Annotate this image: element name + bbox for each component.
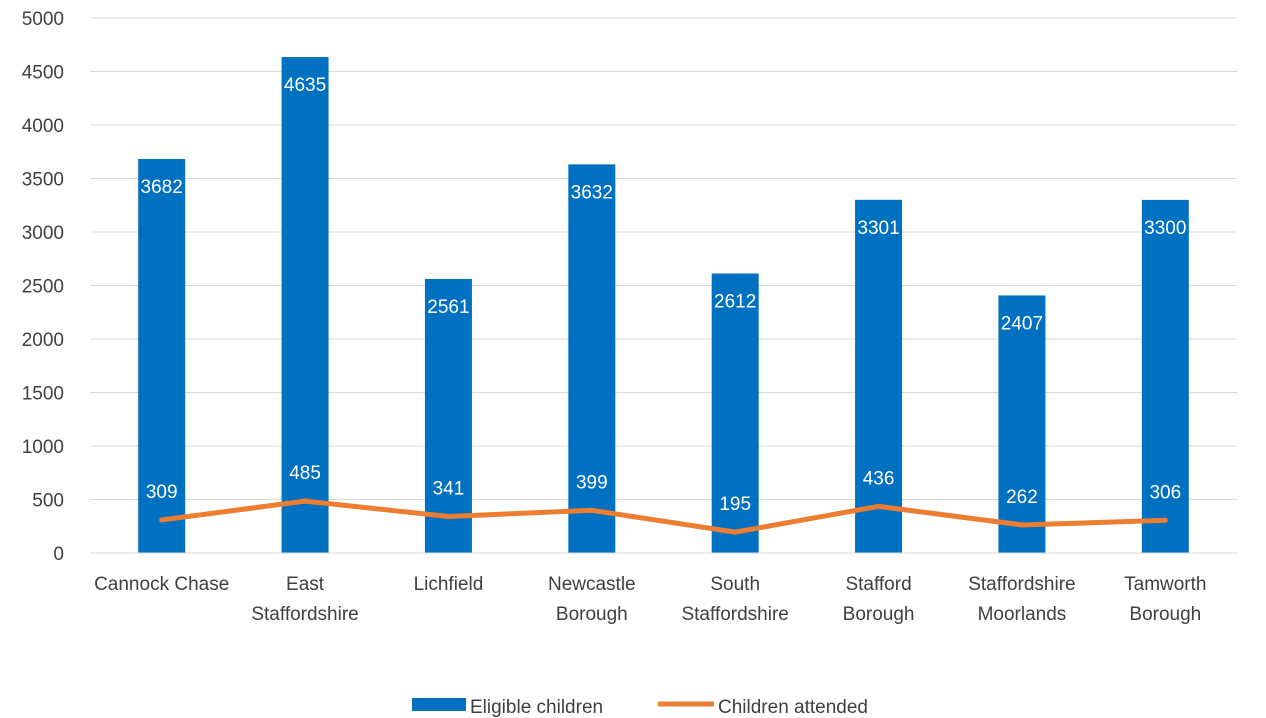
y-tick-label: 1000 — [22, 437, 64, 458]
bar-value-label: 3632 — [571, 182, 613, 203]
legend: Eligible children Children attended — [412, 697, 868, 718]
x-tick-label: Borough — [556, 604, 628, 625]
line-value-label: 195 — [719, 494, 751, 515]
line-value-label: 309 — [146, 482, 178, 503]
y-tick-label: 5000 — [22, 9, 64, 30]
legend-swatch-eligible — [412, 698, 466, 711]
line-value-label: 436 — [863, 468, 895, 489]
x-tick-label: South — [710, 574, 760, 595]
line-series — [159, 498, 1168, 535]
bar-eligible — [998, 295, 1046, 553]
y-tick-label: 4500 — [22, 63, 64, 84]
line-attended — [159, 498, 1168, 535]
bar-value-label: 3301 — [857, 218, 899, 239]
bar-value-label: 3682 — [141, 177, 183, 198]
legend-label-eligible: Eligible children — [470, 697, 603, 718]
bar-value-label: 3300 — [1144, 218, 1186, 239]
x-tick-label: East — [286, 574, 325, 595]
bar-eligible — [138, 159, 186, 553]
x-tick-label: Tamworth — [1124, 574, 1206, 595]
x-tick-label: Staffordshire — [251, 604, 358, 625]
bar-eligible — [855, 199, 903, 553]
bar-value-label: 4635 — [284, 75, 326, 96]
y-tick-label: 500 — [32, 491, 64, 512]
x-tick-label: Staffordshire — [681, 604, 788, 625]
x-axis: Cannock Chase East Staffordshire Lichfield N… — [90, 552, 1237, 625]
x-tick-label: Lichfield — [414, 574, 484, 595]
data-labels: 3682 4635 2561 3632 2612 3301 2407 3300 309 485 34… — [141, 75, 1187, 515]
line-value-label: 306 — [1149, 482, 1181, 503]
bar-value-label: 2561 — [427, 297, 469, 318]
y-tick-label: 1500 — [22, 384, 64, 405]
y-tick-label: 3500 — [22, 170, 64, 191]
gridlines — [90, 17, 1237, 554]
y-tick-label: 3000 — [22, 223, 64, 244]
x-tick-label: Cannock Chase — [94, 574, 229, 595]
y-tick-label: 0 — [53, 544, 64, 565]
bar-eligible — [1141, 199, 1189, 553]
x-tick-label: Borough — [843, 604, 915, 625]
line-value-label: 485 — [289, 463, 321, 484]
x-tick-label: Newcastle — [548, 574, 636, 595]
y-tick-label: 4000 — [22, 116, 64, 137]
bar-eligible — [568, 164, 616, 553]
line-value-label: 262 — [1006, 487, 1038, 508]
bar-eligible — [281, 57, 329, 554]
y-axis: 0 500 1000 1500 2000 2500 3000 3500 4000 4500 5000 — [22, 9, 64, 565]
x-tick-label: Staffordshire — [968, 574, 1075, 595]
line-value-label: 399 — [576, 472, 608, 493]
line-value-label: 341 — [433, 479, 465, 500]
y-tick-label: 2500 — [22, 277, 64, 298]
bar-value-label: 2407 — [1001, 313, 1043, 334]
legend-label-attended: Children attended — [718, 697, 868, 718]
y-tick-label: 2000 — [22, 330, 64, 351]
x-tick-label: Stafford — [845, 574, 911, 595]
bar-value-label: 2612 — [714, 292, 756, 313]
bar-series — [138, 57, 1189, 554]
x-tick-label: Borough — [1129, 604, 1201, 625]
x-tick-label: Moorlands — [978, 604, 1067, 625]
bar-eligible — [711, 273, 759, 553]
bar-eligible — [424, 278, 472, 553]
